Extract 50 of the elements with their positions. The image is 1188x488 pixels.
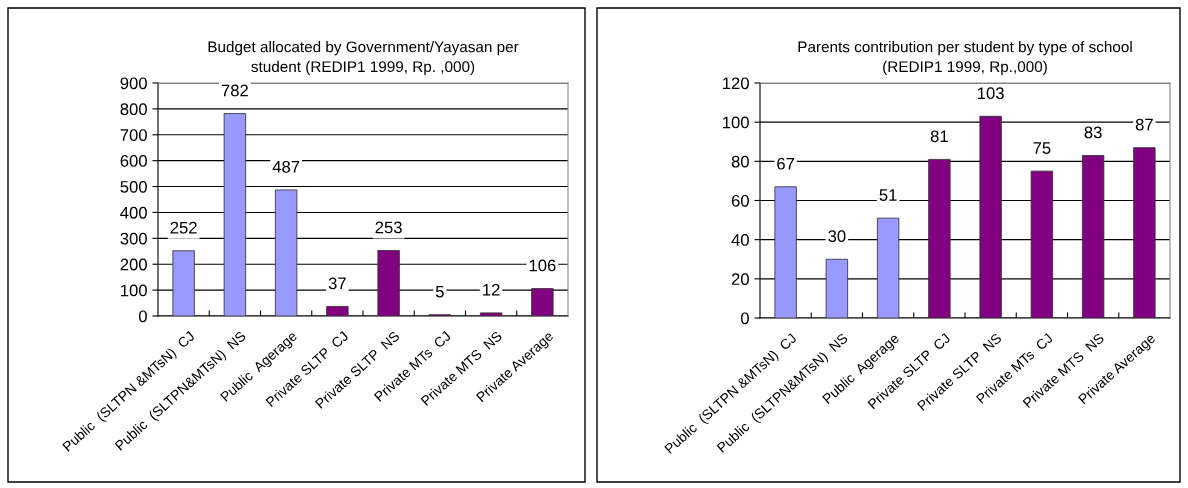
bar bbox=[876, 217, 900, 318]
bar bbox=[774, 186, 797, 318]
data-label: 12 bbox=[483, 283, 500, 296]
y-tick-label: 400 bbox=[120, 206, 147, 219]
data-label: 37 bbox=[328, 277, 346, 290]
data-label: 253 bbox=[375, 221, 402, 234]
bar bbox=[1030, 170, 1054, 318]
data-label: 106 bbox=[529, 259, 556, 272]
data-label: 30 bbox=[828, 230, 846, 243]
bar bbox=[172, 250, 195, 316]
data-label: 67 bbox=[777, 157, 795, 170]
bar bbox=[377, 250, 400, 316]
data-label: 103 bbox=[977, 87, 1004, 100]
y-tick-label: 900 bbox=[120, 77, 147, 90]
bar bbox=[1081, 155, 1105, 318]
y-tick-label: 300 bbox=[120, 232, 147, 245]
bar bbox=[531, 288, 554, 316]
y-tick-label: 100 bbox=[723, 116, 749, 129]
bar bbox=[979, 115, 1002, 318]
y-tick-label: 100 bbox=[121, 284, 147, 297]
data-label: 83 bbox=[1084, 126, 1102, 139]
y-tick-label: 120 bbox=[723, 77, 749, 90]
data-label: 87 bbox=[1135, 118, 1153, 131]
bar bbox=[1133, 147, 1156, 318]
y-tick-label: 0 bbox=[138, 310, 147, 323]
bar bbox=[223, 113, 247, 316]
data-label: 782 bbox=[221, 84, 248, 97]
y-tick-label: 600 bbox=[120, 155, 147, 167]
data-label: 75 bbox=[1033, 142, 1051, 154]
data-label: 5 bbox=[435, 285, 444, 298]
chart-title: Parents contribution per student by type of school (REDIP1 1999, Rp.,000) bbox=[798, 41, 1132, 76]
y-tick-label: 700 bbox=[120, 129, 147, 141]
data-label: 252 bbox=[170, 221, 197, 234]
data-label: 487 bbox=[272, 160, 300, 173]
data-label: 51 bbox=[879, 189, 897, 201]
y-tick-label: 80 bbox=[731, 155, 749, 168]
chart-title: Budget allocated by Government/Yayasan per student (REDIP1 1999, Rp. ,000) bbox=[208, 41, 519, 76]
y-tick-label: 40 bbox=[731, 234, 749, 246]
y-tick-label: 500 bbox=[120, 180, 147, 193]
bar bbox=[479, 312, 503, 316]
y-tick-label: 200 bbox=[120, 258, 147, 271]
bar bbox=[825, 258, 849, 318]
bar bbox=[326, 306, 349, 316]
y-tick-label: 800 bbox=[120, 103, 147, 116]
bar bbox=[274, 189, 298, 316]
y-tick-label: 20 bbox=[731, 273, 749, 286]
bar bbox=[928, 158, 951, 318]
y-tick-label: 0 bbox=[740, 312, 749, 325]
data-label: 81 bbox=[930, 130, 948, 143]
y-tick-label: 60 bbox=[731, 194, 749, 207]
